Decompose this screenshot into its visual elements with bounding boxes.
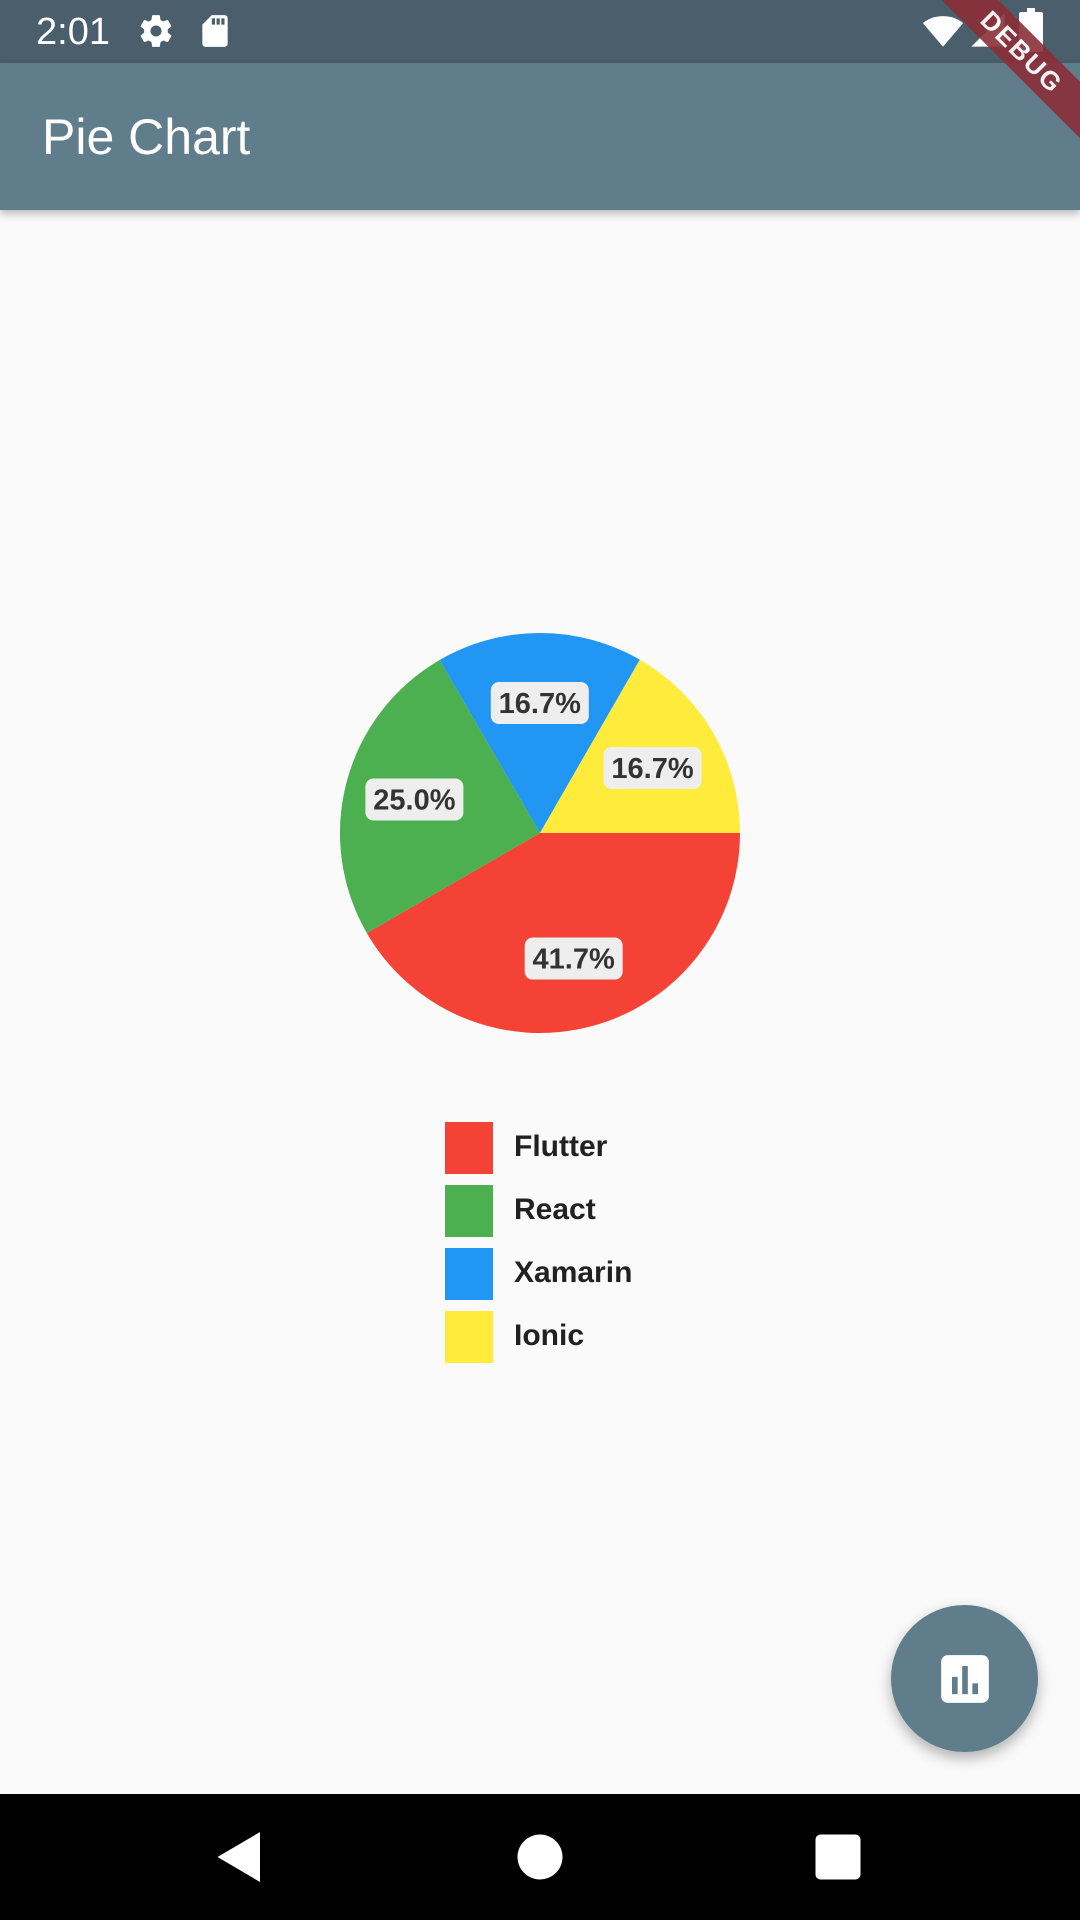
page-title: Pie Chart bbox=[42, 109, 250, 165]
pie-chart: 41.7% 25.0% 16.7% 16.7% bbox=[0, 210, 1080, 1794]
status-time: 2:01 bbox=[36, 8, 110, 56]
legend-label: Flutter bbox=[514, 1130, 607, 1164]
app-bar: Pie Chart bbox=[0, 63, 1080, 210]
legend-swatch bbox=[445, 1122, 493, 1174]
back-icon[interactable] bbox=[210, 1827, 270, 1887]
gear-icon bbox=[137, 12, 175, 50]
sd-card-icon bbox=[196, 12, 234, 50]
data-label-text: 41.7% bbox=[533, 944, 615, 976]
data-label-text: 25.0% bbox=[373, 785, 455, 817]
home-icon[interactable] bbox=[510, 1827, 570, 1887]
data-label-react: 25.0% bbox=[365, 779, 463, 821]
data-label-xamarin: 16.7% bbox=[491, 682, 589, 724]
legend-label: Xamarin bbox=[514, 1256, 632, 1290]
legend-swatch bbox=[445, 1185, 493, 1237]
legend-swatch bbox=[445, 1311, 493, 1363]
data-label-text: 16.7% bbox=[611, 753, 693, 785]
status-bar: 2:01 bbox=[0, 0, 1080, 63]
legend-swatch bbox=[445, 1248, 493, 1300]
legend-label: React bbox=[514, 1193, 596, 1227]
data-label-flutter: 41.7% bbox=[525, 938, 623, 980]
system-nav-bar bbox=[0, 1794, 1080, 1920]
data-label-ionic: 16.7% bbox=[604, 747, 702, 789]
recents-icon[interactable] bbox=[808, 1827, 868, 1887]
bar-chart-icon bbox=[939, 1653, 991, 1705]
legend-label: Ionic bbox=[514, 1319, 584, 1353]
bar-chart-fab-button[interactable] bbox=[891, 1605, 1038, 1752]
data-label-text: 16.7% bbox=[499, 688, 581, 720]
